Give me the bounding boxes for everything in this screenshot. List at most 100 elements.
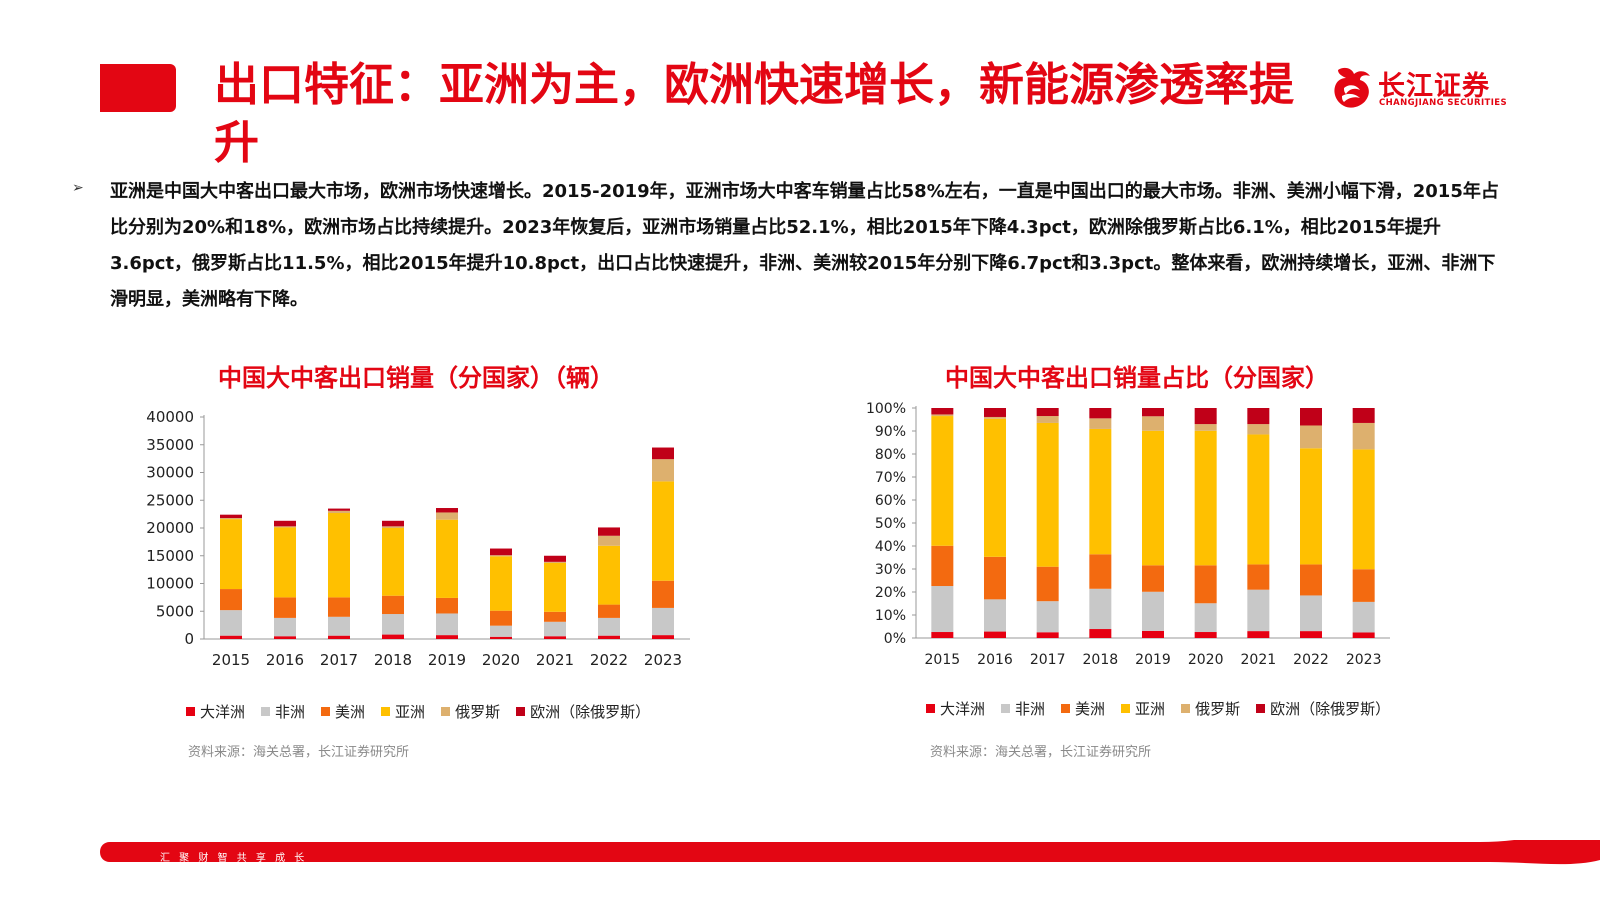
volume-x-tick-label: 2016 <box>266 651 304 669</box>
volume-x-tick-label: 2019 <box>428 651 466 669</box>
share-x-tick-label: 2019 <box>1135 652 1171 668</box>
legend-item: 美洲 <box>1061 698 1105 719</box>
share-bar-segment <box>931 414 954 417</box>
volume-bar-segment <box>436 613 458 636</box>
stacked-bar-chart-volume: 0 5000 10000 15000 20000 25000 30000 35000 40000… <box>146 408 690 669</box>
volume-bar-segment <box>328 513 350 598</box>
title-accent-block <box>100 64 176 112</box>
volume-bar-segment <box>652 580 674 608</box>
share-bar-segment <box>1300 425 1322 449</box>
volume-bar-segment <box>490 610 512 626</box>
volume-bar-segment <box>436 512 458 520</box>
volume-bar-segment <box>382 528 404 596</box>
volume-bar-segment <box>220 610 242 636</box>
volume-bar-segment <box>652 635 674 639</box>
volume-y-tick-label: 35000 <box>146 436 194 454</box>
volume-bar-segment <box>436 597 458 614</box>
volume-bar-segment <box>328 616 350 636</box>
summary-paragraph: 亚洲是中国大中客出口最大市场，欧洲市场快速增长。2015-2019年，亚洲市场大… <box>110 181 1499 310</box>
volume-bar-segment <box>598 635 620 639</box>
volume-bar-segment <box>598 545 620 605</box>
share-y-tick-label: 40% <box>875 539 906 555</box>
chart-title-share: 中国大中客出口销量占比（分国家） <box>945 364 1329 392</box>
volume-y-tick-label: 15000 <box>146 547 194 565</box>
share-bar-segment <box>1300 564 1322 596</box>
legend-label: 欧洲（除俄罗斯） <box>530 703 651 721</box>
share-bar-segment <box>1247 589 1270 632</box>
share-bar-segment <box>931 545 954 587</box>
share-y-tick-label: 30% <box>875 562 906 578</box>
volume-bar-segment <box>598 617 620 636</box>
share-bar-segment <box>1352 449 1375 570</box>
legend-swatch <box>1256 704 1266 713</box>
share-bar-segment <box>984 599 1006 632</box>
legend-swatch <box>321 707 331 716</box>
share-bar-segment <box>1300 595 1322 632</box>
volume-bar-segment <box>544 561 566 563</box>
volume-bar-segment <box>490 555 512 557</box>
volume-x-tick-label: 2021 <box>536 651 574 669</box>
volume-bar-segment <box>220 518 242 520</box>
share-x-tick-label: 2023 <box>1346 652 1382 668</box>
share-y-tick-label: 90% <box>875 424 906 440</box>
legend-item: 俄罗斯 <box>441 701 500 722</box>
volume-bar-segment <box>490 556 512 611</box>
volume-bar-segment <box>544 555 566 562</box>
volume-y-tick-label: 10000 <box>146 575 194 593</box>
share-bar-segment <box>1036 416 1059 423</box>
volume-y-tick-label: 5000 <box>156 602 194 620</box>
volume-bar-segment <box>652 607 674 636</box>
legend-label: 俄罗斯 <box>455 703 501 721</box>
share-x-tick-label: 2015 <box>925 652 961 668</box>
volume-x-tick-label: 2018 <box>374 651 412 669</box>
volume-bar-segment <box>544 562 566 612</box>
legend-label: 非洲 <box>1015 700 1046 718</box>
logo-chinese-name: 长江证券 <box>1378 71 1490 102</box>
share-bar-segment <box>1352 422 1375 450</box>
share-bar-segment <box>984 408 1006 417</box>
share-y-tick-label: 20% <box>875 585 906 601</box>
share-bar-segment <box>931 586 954 633</box>
volume-y-tick-label: 0 <box>184 630 194 648</box>
share-y-tick-label: 60% <box>875 493 906 509</box>
legend-label: 美洲 <box>335 703 366 721</box>
legend-swatch <box>516 707 526 716</box>
stacked-bar-chart-share: 0% 10% 20% 30% 40% 50% 60% 70% 80% 90% 100% 2015 201… <box>866 401 1390 668</box>
footer-slogan: 汇 聚 财 智 共 享 成 长 <box>160 853 308 864</box>
share-bar-segment <box>1352 632 1375 638</box>
volume-bar-segment <box>490 636 512 639</box>
share-bar-segment <box>1194 565 1217 604</box>
dragon-logo-icon <box>1334 67 1370 108</box>
share-bar-segment <box>1194 632 1217 638</box>
share-bar-segment <box>1036 408 1059 417</box>
legend-share: 大洋洲 非洲 美洲 亚洲 俄罗斯 欧洲（除俄罗斯） <box>926 698 1390 719</box>
legend-label: 亚洲 <box>1135 700 1166 718</box>
share-bar-segment <box>1352 601 1375 633</box>
share-bar-segment <box>1247 424 1270 435</box>
share-bar-segment <box>1194 603 1217 633</box>
volume-y-tick-label: 40000 <box>146 408 194 426</box>
share-bar-segment <box>1089 418 1112 429</box>
volume-bar-segment <box>274 526 296 528</box>
legend-label: 大洋洲 <box>940 700 986 718</box>
volume-x-tick-label: 2017 <box>320 651 358 669</box>
legend-swatch <box>186 707 195 716</box>
share-y-tick-label: 70% <box>875 470 906 486</box>
legend-swatch <box>1001 704 1011 713</box>
share-bar-segment <box>1089 588 1112 630</box>
source-note-volume: 资料来源：海关总署，长江证券研究所 <box>188 745 410 760</box>
share-bar-segment <box>1142 416 1164 431</box>
volume-bar-segment <box>544 636 566 639</box>
volume-bar-segment <box>382 634 404 639</box>
volume-bar-segment <box>328 635 350 639</box>
share-bar-segment <box>984 631 1006 638</box>
legend-swatch <box>926 704 935 713</box>
share-x-tick-label: 2022 <box>1293 652 1329 668</box>
legend-swatch <box>261 707 271 716</box>
share-bar-segment <box>1247 631 1270 638</box>
legend-label: 俄罗斯 <box>1195 700 1241 718</box>
footer-band <box>100 840 1600 865</box>
company-logo: 长江证券 CHANGJIANG SECURITIES <box>1330 64 1520 112</box>
legend-label: 美洲 <box>1075 700 1106 718</box>
volume-bar-segment <box>274 520 296 527</box>
